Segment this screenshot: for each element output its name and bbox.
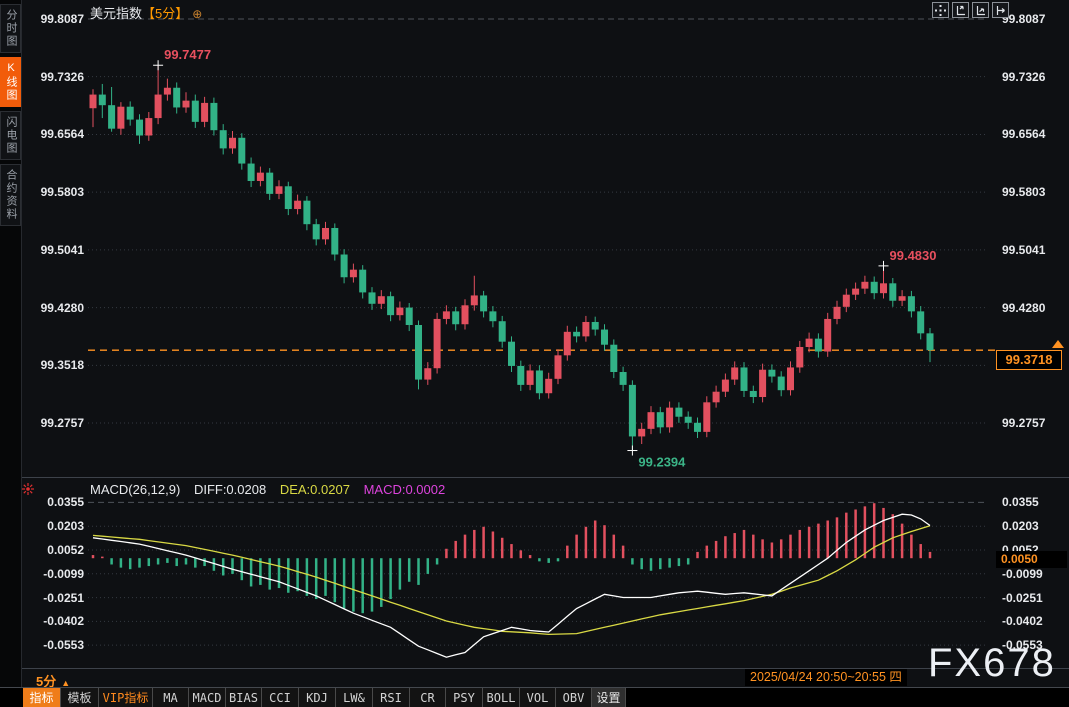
macd-axis-label-right-0: 0.0355 [1002, 495, 1039, 510]
price-axis-label-left-2: 99.6564 [40, 127, 84, 142]
price-axis-label-right-2: 99.6564 [1002, 127, 1046, 142]
indicator-tab-8[interactable]: LW& [336, 688, 373, 707]
sidebar-item-2[interactable]: 闪电图 [0, 111, 21, 160]
indicator-tab-15[interactable]: 设置 [592, 688, 626, 707]
sidebar: 分时图 K线图闪电图合约资料 [0, 0, 22, 707]
sidebar-item-3[interactable]: 合约资料 [0, 164, 21, 226]
macd-axis-label-right-4: -0.0251 [1002, 590, 1043, 605]
macd-macd-value: MACD:0.0002 [363, 482, 446, 497]
indicator-tab-3[interactable]: MA [153, 688, 189, 707]
macd-axis-label-right-5: -0.0402 [1002, 614, 1043, 629]
macd-diff-value: DIFF:0.0208 [193, 482, 267, 497]
jump-latest-icon[interactable] [992, 2, 1009, 18]
macd-axis-label-right-6: -0.0553 [1002, 638, 1043, 653]
indicator-tab-5[interactable]: BIAS [226, 688, 262, 707]
macd-axis-label-left-5: -0.0402 [43, 614, 84, 629]
price-axis-label-left-1: 99.7326 [40, 69, 84, 84]
macd-axis-label-left-0: 0.0355 [47, 495, 84, 510]
period-tag: 【5分】 [142, 6, 189, 21]
chart-title: 美元指数【5分】 ⊕ [90, 3, 202, 22]
sidebar-item-1[interactable]: K线图 [0, 57, 21, 107]
svg-text:99.4830: 99.4830 [890, 248, 937, 263]
price-axis-label-left-6: 99.3518 [40, 358, 84, 373]
fx678-watermark: FX678 [928, 641, 1056, 685]
macd-axis-label-right-1: 0.0203 [1002, 519, 1039, 534]
chevron-up-icon: ▲ [61, 678, 71, 688]
y-axis-fit-icon[interactable] [952, 2, 969, 18]
macd-axis-label-left-4: -0.0251 [43, 590, 84, 605]
price-axis-label-left-5: 99.4280 [40, 300, 84, 315]
macd-axis-label-left-3: -0.0099 [43, 566, 84, 581]
indicator-tab-10[interactable]: CR [410, 688, 446, 707]
price-up-arrow-icon [1052, 340, 1064, 348]
indicator-tab-11[interactable]: PSY [446, 688, 483, 707]
macd-axis-label-left-2: 0.0052 [47, 542, 84, 557]
price-axis-label-left-7: 99.2757 [40, 415, 84, 430]
move-chart-icon[interactable] [932, 2, 949, 18]
period-selector[interactable]: 5分 ▲ [36, 671, 70, 690]
candle-datetime: 2025/04/24 20:50~20:55 四 [745, 669, 907, 686]
price-axis-label-right-1: 99.7326 [1002, 69, 1046, 84]
symbol-name: 美元指数 [90, 6, 143, 21]
price-axis-label-right-0: 99.8087 [1002, 12, 1046, 26]
indicator-tab-4[interactable]: MACD [189, 688, 226, 707]
indicator-tab-9[interactable]: RSI [373, 688, 410, 707]
price-axis-label-right-3: 99.5803 [1002, 185, 1046, 200]
macd-axis-label-left-1: 0.0203 [47, 519, 84, 534]
price-axis-label-left-4: 99.5041 [40, 242, 84, 257]
indicator-tab-12[interactable]: BOLL [483, 688, 520, 707]
macd-title: MACD(26,12,9) [90, 482, 181, 497]
sidebar-item-0[interactable]: 分时图 [0, 4, 21, 53]
x-axis-fit-icon[interactable] [972, 2, 989, 18]
current-price-tag: 99.3718 [996, 350, 1062, 370]
indicator-tab-0[interactable]: 指标 [23, 688, 61, 707]
indicator-burst-icon[interactable] [21, 482, 35, 496]
chart-toolbar [932, 2, 1009, 18]
macd-dea-value: DEA:0.0207 [279, 482, 350, 497]
price-axis-label-right-7: 99.2757 [1002, 415, 1046, 430]
price-axis-label-left-0: 99.8087 [40, 12, 84, 26]
macd-axis-label-left-6: -0.0553 [43, 638, 84, 653]
indicator-tab-6[interactable]: CCI [262, 688, 299, 707]
price-axis-label-left-3: 99.5803 [40, 185, 84, 200]
period-selector-label: 5分 [36, 674, 57, 689]
indicator-tab-bar: 指标 模板 VIP指标 MA MACD BIAS CCI KDJ LW& RSI CR PSY BOLL… [0, 687, 1069, 707]
price-axis-label-right-5: 99.4280 [1002, 300, 1046, 315]
svg-text:99.7477: 99.7477 [164, 47, 211, 62]
circle-plus-icon[interactable]: ⊕ [192, 7, 203, 21]
macd-value-tag: 0.0050 [996, 551, 1067, 568]
indicator-tab-2[interactable]: VIP指标 [99, 688, 153, 707]
indicator-tab-1[interactable]: 模板 [61, 688, 99, 707]
price-axis-label-right-4: 99.5041 [1002, 242, 1046, 257]
indicator-tab-14[interactable]: OBV [556, 688, 592, 707]
indicator-tab-7[interactable]: KDJ [299, 688, 336, 707]
macd-axis-label-right-3: -0.0099 [1002, 566, 1043, 581]
svg-text:99.2394: 99.2394 [638, 455, 686, 470]
macd-header: MACD(26,12,9) DIFF:0.0208 DEA:0.0207 MAC… [90, 482, 455, 497]
indicator-tab-13[interactable]: VOL [520, 688, 556, 707]
